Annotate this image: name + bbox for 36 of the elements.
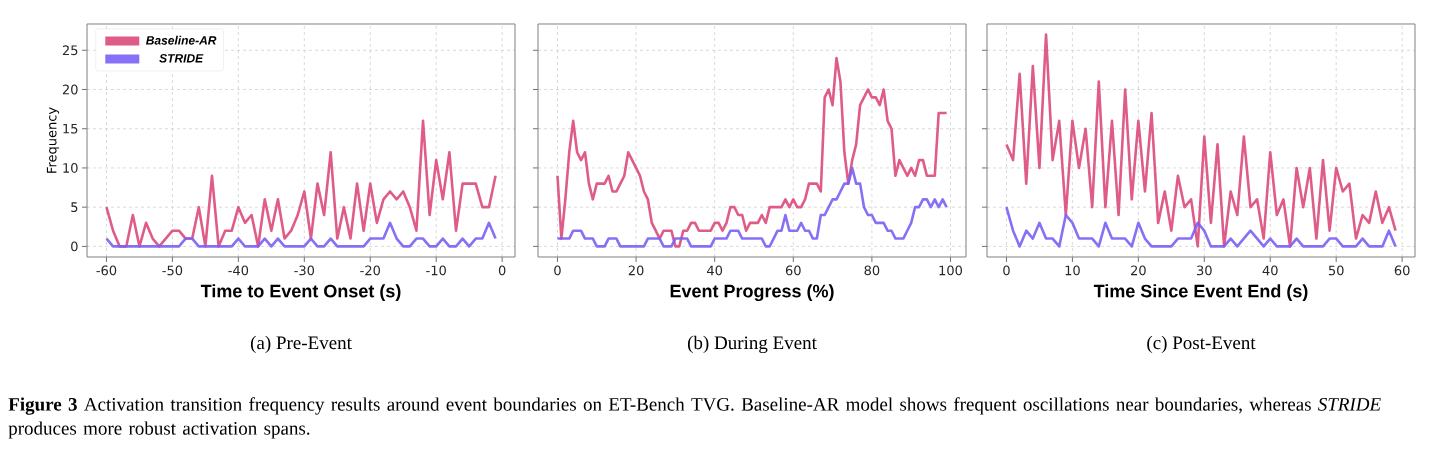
text: Figure 3 Activation transition frequency results around event boundaries on ET-Bench TVG. Baseline-AR model shows frequent oscillations near boundaries, whereas STRIDE produces more robust activation spans. [8,397,1381,439]
x-tick-label: 0 [498,265,506,276]
x-tick-label: -60 [96,265,117,276]
x-tick-label: 60 [1394,265,1410,276]
y-tick-label: 25 [62,45,78,56]
text: (b) During Event [687,335,817,354]
x-tick-label: 80 [864,265,880,276]
x-tick-label: 60 [785,265,801,276]
x-tick-label: -30 [294,265,315,276]
text: (a) Pre-Event [250,335,352,354]
x-tick-label: 50 [1328,265,1344,276]
x-tick-label: 30 [1197,265,1212,276]
x-tick-label: 40 [1262,265,1278,276]
x-tick-label: 0 [1003,265,1010,276]
x-tick-label: -40 [228,265,249,276]
y-axis-title: Frequency [46,107,60,173]
y-tick-label: 10 [63,163,78,173]
x-tick-label: 40 [707,265,723,276]
x-axis-title: Event Progress (%) [670,284,834,302]
x-tick-label: -50 [162,265,183,276]
x-axis-title: Time Since Event End (s) [1093,284,1308,301]
y-tick-label: 5 [71,202,78,213]
text: (c) Post-Event [1147,335,1256,354]
legend-label: Baseline-AR [145,35,217,45]
x-tick-label: 20 [1131,265,1146,276]
x-tick-label: 0 [554,265,561,276]
x-tick-label: 20 [628,265,644,276]
x-tick-label: 100 [939,265,963,276]
legend-label: STRIDE [159,54,204,63]
x-tick-label: -10 [426,265,446,276]
y-tick-label: 0 [71,241,78,252]
x-tick-label: -20 [360,265,381,276]
y-tick-label: 15 [63,123,78,134]
y-tick-label: 20 [62,84,78,95]
x-tick-label: 10 [1065,265,1080,276]
x-axis-title: Time to Event Onset (s) [200,284,401,301]
